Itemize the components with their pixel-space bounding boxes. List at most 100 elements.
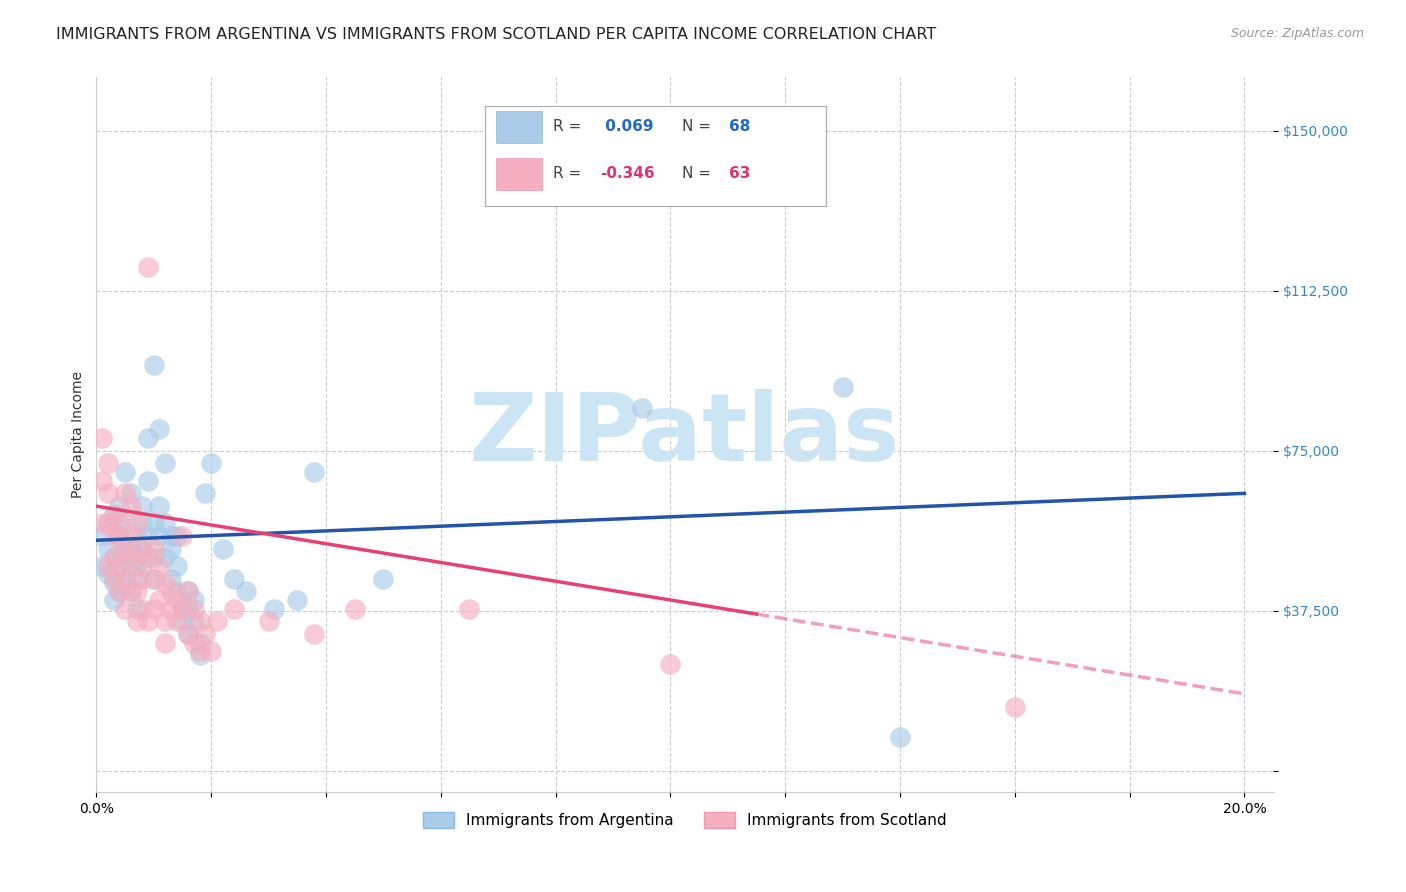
Point <box>103 550 125 565</box>
Point <box>114 572 136 586</box>
Point <box>343 601 366 615</box>
Point <box>125 550 148 565</box>
Point <box>188 635 211 649</box>
Point <box>177 627 200 641</box>
Point <box>136 615 159 629</box>
Point <box>373 572 395 586</box>
Point <box>224 601 246 615</box>
Point <box>304 627 326 641</box>
Point <box>131 572 153 586</box>
Point <box>120 499 142 513</box>
Point <box>155 576 177 591</box>
Point <box>148 499 170 513</box>
Point <box>108 516 131 531</box>
Point <box>125 572 148 586</box>
Point <box>120 584 142 599</box>
Point <box>166 593 188 607</box>
Point <box>97 516 120 531</box>
Point <box>142 601 165 615</box>
Point <box>166 529 188 543</box>
Point <box>108 529 131 543</box>
Point <box>131 541 153 556</box>
Point <box>91 558 114 573</box>
Point <box>136 431 159 445</box>
Text: 63: 63 <box>730 167 751 181</box>
Point <box>160 541 183 556</box>
Point <box>160 584 183 599</box>
Point <box>166 558 188 573</box>
Point <box>136 474 159 488</box>
FancyBboxPatch shape <box>496 158 543 190</box>
Point <box>831 380 853 394</box>
Point <box>155 516 177 531</box>
Point <box>136 550 159 565</box>
Text: N =: N = <box>682 120 716 135</box>
Point <box>97 558 120 573</box>
Point <box>235 584 257 599</box>
Point <box>304 465 326 479</box>
Text: IMMIGRANTS FROM ARGENTINA VS IMMIGRANTS FROM SCOTLAND PER CAPITA INCOME CORRELAT: IMMIGRANTS FROM ARGENTINA VS IMMIGRANTS … <box>56 27 936 42</box>
Point <box>120 486 142 500</box>
Point <box>120 558 142 573</box>
Point <box>155 550 177 565</box>
Legend: Immigrants from Argentina, Immigrants from Scotland: Immigrants from Argentina, Immigrants fr… <box>418 806 952 834</box>
FancyBboxPatch shape <box>485 106 825 206</box>
Point <box>125 615 148 629</box>
Point <box>148 529 170 543</box>
Point <box>142 572 165 586</box>
Point <box>114 465 136 479</box>
Point <box>155 635 177 649</box>
Point <box>91 431 114 445</box>
Point <box>114 601 136 615</box>
Point <box>120 584 142 599</box>
Point <box>285 593 308 607</box>
Point <box>166 584 188 599</box>
Point <box>142 541 165 556</box>
Point <box>188 644 211 658</box>
Point <box>177 627 200 641</box>
Text: R =: R = <box>553 167 586 181</box>
Point <box>103 593 125 607</box>
Point <box>108 584 131 599</box>
Point <box>263 601 285 615</box>
FancyBboxPatch shape <box>496 112 543 143</box>
Text: 0.069: 0.069 <box>600 120 654 135</box>
Point <box>136 529 159 543</box>
Point <box>125 516 148 531</box>
Point <box>108 558 131 573</box>
Point <box>224 572 246 586</box>
Point <box>131 601 153 615</box>
Point <box>97 486 120 500</box>
Point <box>125 584 148 599</box>
Point <box>131 541 153 556</box>
Point <box>889 730 911 744</box>
Point <box>114 516 136 531</box>
Point <box>257 615 280 629</box>
Point <box>183 635 205 649</box>
Point <box>103 529 125 543</box>
Point <box>142 550 165 565</box>
Text: N =: N = <box>682 167 716 181</box>
Point <box>148 422 170 436</box>
Point <box>155 457 177 471</box>
Point <box>97 567 120 582</box>
Point <box>91 516 114 531</box>
Point <box>103 508 125 522</box>
Point <box>659 657 682 671</box>
Point <box>458 601 481 615</box>
Point <box>205 615 228 629</box>
Point <box>114 486 136 500</box>
Point <box>183 615 205 629</box>
Point <box>120 550 142 565</box>
Point <box>172 601 194 615</box>
Point <box>148 558 170 573</box>
Point <box>177 584 200 599</box>
Point <box>160 572 183 586</box>
Point <box>148 593 170 607</box>
Point <box>114 541 136 556</box>
Point <box>103 508 125 522</box>
Point <box>103 572 125 586</box>
Point <box>188 615 211 629</box>
Point <box>177 584 200 599</box>
Point <box>125 601 148 615</box>
